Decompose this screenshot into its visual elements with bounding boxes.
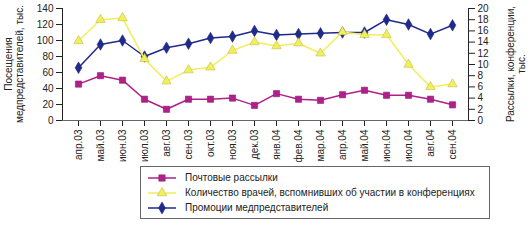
svg-text:0: 0: [48, 115, 54, 126]
svg-text:16: 16: [478, 25, 490, 36]
svg-text:12: 12: [478, 48, 490, 59]
svg-text:0: 0: [478, 115, 484, 126]
svg-text:20: 20: [478, 3, 490, 14]
svg-text:40: 40: [42, 83, 54, 94]
svg-text:фев.04: фев.04: [293, 129, 304, 162]
svg-text:120: 120: [37, 19, 54, 30]
svg-text:авг.04: авг.04: [425, 129, 436, 157]
svg-text:14: 14: [478, 36, 490, 47]
svg-text:10: 10: [478, 59, 490, 70]
svg-text:100: 100: [37, 35, 54, 46]
html-text:Рассылки, конференции, тыс.: Рассылки, конференции, тыс.: [505, 5, 527, 123]
svg-text:дек.03: дек.03: [249, 129, 260, 159]
svg-text:сен.03: сен.03: [183, 129, 194, 159]
svg-text:4: 4: [478, 92, 484, 103]
svg-text:июн.03: июн.03: [117, 129, 128, 162]
svg-text:июл.04: июл.04: [403, 129, 414, 162]
svg-text:окт.03: окт.03: [205, 129, 216, 157]
html-text:Промоции медпредставителей: Промоции медпредставителей: [185, 202, 329, 213]
svg-text:мар.04: мар.04: [315, 129, 326, 161]
svg-text:янв.04: янв.04: [271, 129, 282, 160]
svg-text:апр.04: апр.04: [337, 129, 348, 160]
svg-text:май.04: май.04: [359, 129, 370, 161]
svg-text:сен.04: сен.04: [447, 129, 458, 159]
svg-text:18: 18: [478, 14, 490, 25]
svg-text:140: 140: [37, 3, 54, 14]
html-text:Почтовые рассылки: Почтовые рассылки: [185, 172, 278, 183]
html-text:Посещения медпредставителей, т: Посещения медпредставителей, тыс.: [3, 5, 25, 123]
svg-text:60: 60: [42, 67, 54, 78]
svg-text:ноя.03: ноя.03: [227, 129, 238, 160]
html-text:Количество врачей, вспомнивших: Количество врачей, вспомнивших об участи…: [185, 187, 475, 198]
svg-text:июл.03: июл.03: [139, 129, 150, 162]
svg-text:июн.04: июн.04: [381, 129, 392, 162]
svg-text:20: 20: [42, 99, 54, 110]
svg-text:авг.03: авг.03: [161, 129, 172, 157]
svg-text:май.03: май.03: [95, 129, 106, 161]
svg-text:8: 8: [478, 70, 484, 81]
svg-text:2: 2: [478, 104, 484, 115]
svg-text:апр.03: апр.03: [73, 129, 84, 160]
svg-text:80: 80: [42, 51, 54, 62]
svg-text:6: 6: [478, 81, 484, 92]
